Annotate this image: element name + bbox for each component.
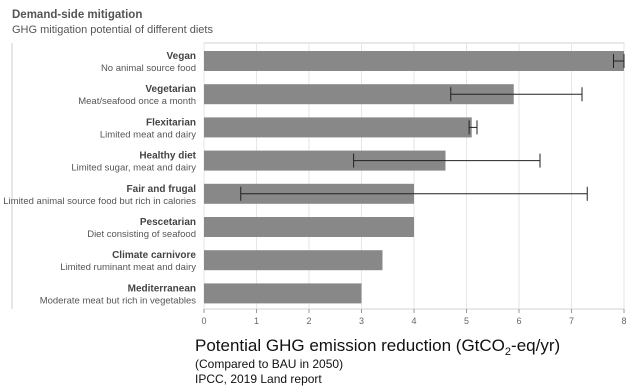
x-tick-label: 6: [516, 316, 521, 326]
bar: [204, 84, 514, 105]
x-tick-label: 7: [569, 316, 574, 326]
category-description: Limited ruminant meat and dairy: [60, 262, 196, 273]
category-name: Vegetarian: [145, 84, 196, 95]
category-name: Climate carnivore: [112, 250, 196, 261]
bar: [204, 283, 362, 304]
bar: [204, 250, 383, 271]
x-tick-label: 0: [201, 316, 206, 326]
x-tick-label: 4: [411, 316, 416, 326]
category-description: Meat/seafood once a month: [78, 96, 196, 107]
x-tick-label: 8: [621, 316, 626, 326]
chart-heading: Demand-side mitigation: [12, 9, 143, 21]
category-description: Limited sugar, meat and dairy: [71, 163, 196, 174]
x-tick-label: 3: [359, 316, 364, 326]
category-name: Healthy diet: [139, 151, 196, 162]
bar: [204, 117, 472, 138]
x-axis-title: Potential GHG emission reduction (GtCO2-…: [195, 336, 561, 358]
x-axis-title-prefix: Potential GHG emission reduction (GtCO: [195, 336, 505, 355]
x-tick-label: 5: [464, 316, 469, 326]
category-name: Pescetarian: [140, 217, 196, 228]
baseline-note: (Compared to BAU in 2050): [195, 357, 344, 371]
x-axis-title-subscript: 2: [504, 346, 512, 358]
bar: [204, 150, 446, 171]
bar: [204, 51, 624, 71]
category-description: Moderate meat but rich in vegetables: [40, 295, 197, 306]
source-note: IPCC, 2019 Land report: [195, 372, 322, 386]
bar: [204, 217, 414, 237]
category-name: Flexitarian: [146, 117, 196, 128]
chart-subheading: GHG mitigation potential of different di…: [12, 24, 213, 36]
category-description: No animal source food: [101, 63, 196, 74]
category-description: Diet consisting of seafood: [87, 229, 196, 240]
x-tick-label: 1: [254, 316, 259, 326]
category-name: Mediterranean: [128, 283, 196, 294]
category-description: Limited animal source food but rich in c…: [3, 196, 196, 207]
x-tick-label: 2: [306, 316, 311, 326]
x-axis-title-suffix: -eq/yr): [511, 336, 561, 355]
category-name: Vegan: [167, 51, 196, 62]
category-description: Limited meat and dairy: [100, 129, 196, 140]
category-name: Fair and frugal: [127, 184, 197, 195]
